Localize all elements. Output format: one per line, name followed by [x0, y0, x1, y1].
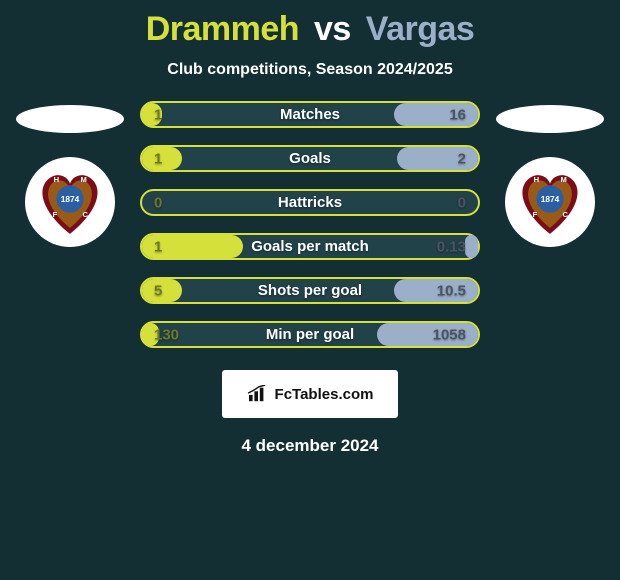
stat-value-right: 0.13 [437, 238, 466, 255]
svg-text:M: M [81, 175, 87, 184]
stat-value-left: 1 [154, 238, 162, 255]
stat-row: 130 1058 Min per goal [140, 321, 480, 348]
svg-text:1874: 1874 [541, 194, 560, 204]
stat-label: Goals per match [251, 238, 369, 255]
right-column: 1874 H M F C [496, 101, 604, 247]
page-title: Drammeh vs Vargas [146, 10, 475, 49]
stat-label: Shots per goal [258, 282, 362, 299]
subtitle: Club competitions, Season 2024/2025 [167, 61, 452, 79]
svg-text:M: M [561, 175, 567, 184]
stat-value-left: 0 [154, 194, 162, 211]
comparison-body: 1874 H M F C 1 16 Matches 1 2 Goals 0 0 Hattrick… [0, 101, 620, 348]
heart-badge-icon: 1874 H M F C [32, 164, 108, 240]
stat-value-right: 2 [458, 150, 466, 167]
svg-text:F: F [52, 210, 57, 219]
stat-label: Hattricks [278, 194, 342, 211]
svg-text:C: C [562, 210, 568, 219]
comparison-card: Drammeh vs Vargas Club competitions, Sea… [0, 0, 620, 580]
stat-value-left: 1 [154, 106, 162, 123]
stat-row: 1 2 Goals [140, 145, 480, 172]
svg-text:H: H [534, 175, 539, 184]
player1-club-badge: 1874 H M F C [25, 157, 115, 247]
chart-icon [247, 385, 269, 403]
heart-badge-icon: 1874 H M F C [512, 164, 588, 240]
stat-value-right: 0 [458, 194, 466, 211]
svg-text:H: H [54, 175, 59, 184]
left-column: 1874 H M F C [16, 101, 124, 247]
brand-box: FcTables.com [222, 370, 398, 418]
player2-flag-oval [496, 105, 604, 133]
stat-value-left: 1 [154, 150, 162, 167]
stat-value-right: 1058 [433, 326, 466, 343]
player1-name: Drammeh [146, 10, 299, 48]
player1-flag-oval [16, 105, 124, 133]
stat-value-right: 10.5 [437, 282, 466, 299]
badge-year: 1874 [61, 194, 80, 204]
stat-label: Min per goal [266, 326, 354, 343]
date-stamp: 4 december 2024 [241, 436, 378, 456]
stats-list: 1 16 Matches 1 2 Goals 0 0 Hattricks 1 0.13 Goals p… [140, 101, 480, 348]
stat-row: 0 0 Hattricks [140, 189, 480, 216]
stat-row: 1 0.13 Goals per match [140, 233, 480, 260]
svg-text:F: F [532, 210, 537, 219]
vs-separator: vs [314, 10, 351, 48]
brand-text: FcTables.com [275, 386, 374, 403]
player2-name: Vargas [366, 10, 475, 48]
stat-label: Matches [280, 106, 340, 123]
stat-label: Goals [289, 150, 331, 167]
stat-row: 5 10.5 Shots per goal [140, 277, 480, 304]
stat-bar-right [465, 235, 478, 258]
player2-club-badge: 1874 H M F C [505, 157, 595, 247]
stat-row: 1 16 Matches [140, 101, 480, 128]
stat-value-left: 130 [154, 326, 179, 343]
stat-value-right: 16 [449, 106, 466, 123]
stat-value-left: 5 [154, 282, 162, 299]
svg-text:C: C [82, 210, 88, 219]
